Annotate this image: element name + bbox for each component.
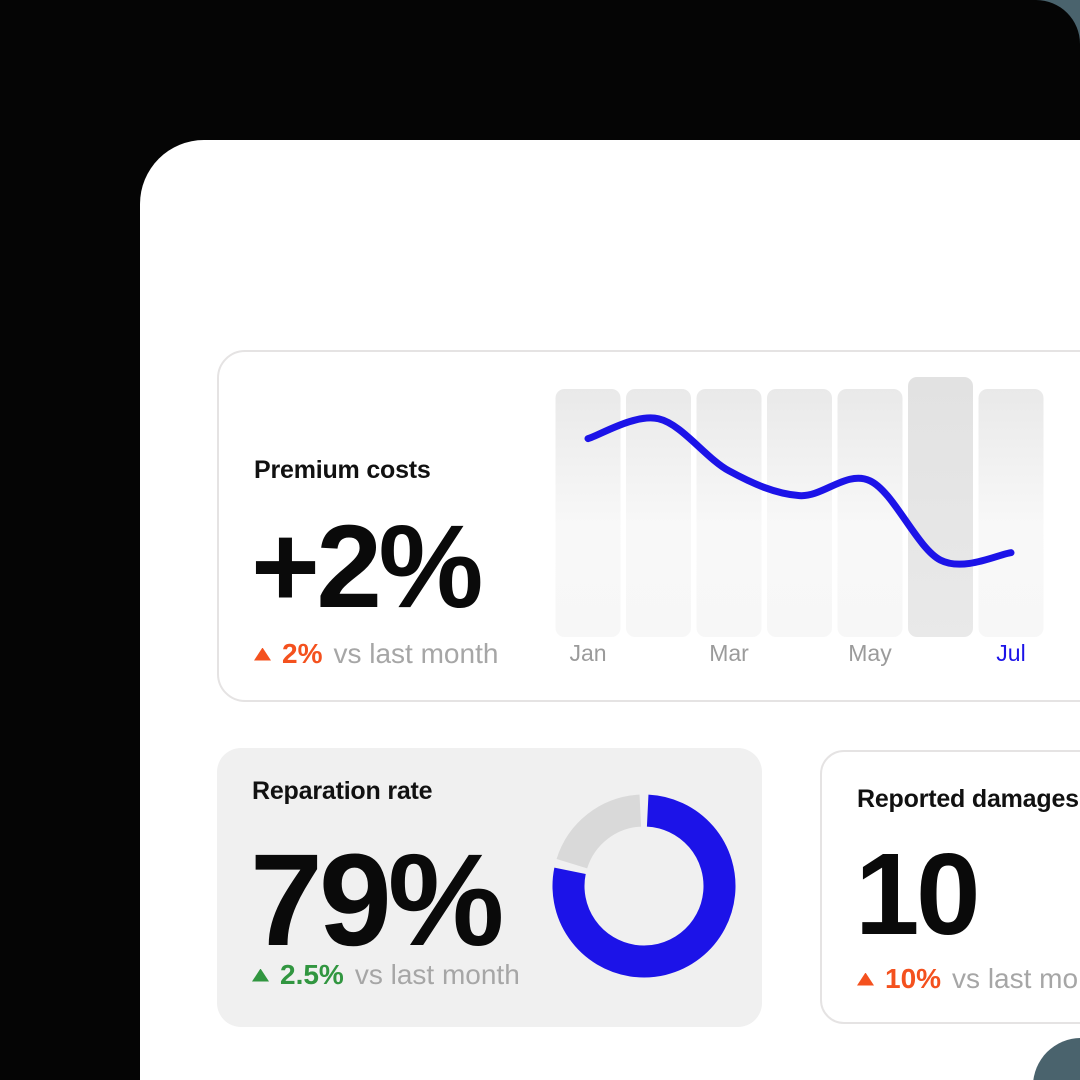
reparation-rate-value: 79% — [250, 826, 504, 973]
delta-up-icon — [252, 968, 269, 982]
delta-value: 2.5% — [280, 959, 344, 990]
premium-costs-label: Premium costs — [254, 456, 431, 484]
delta-value: 10% — [885, 963, 942, 994]
reparation-rate-delta: 2.5% vs last month — [252, 961, 520, 989]
card-reported-damages[interactable]: Reported damages 10 10% vs last month — [820, 750, 1080, 1024]
delta-value: 2% — [282, 638, 323, 669]
reported-damages-value: 10 — [855, 829, 981, 959]
delta-suffix: vs last month — [354, 959, 520, 990]
delta-suffix: vs last month — [952, 963, 1080, 994]
delta-up-icon — [857, 972, 874, 986]
delta-suffix: vs last month — [333, 638, 499, 669]
premium-costs-delta: 2% vs last month — [254, 640, 498, 668]
reported-damages-label: Reported damages — [857, 785, 1079, 813]
card-premium-costs[interactable]: Premium costs +2% 2% vs last month — [217, 350, 1080, 702]
card-reparation-rate[interactable]: Reparation rate 79% 2.5% vs last month — [217, 748, 762, 1027]
reparation-rate-label: Reparation rate — [252, 777, 433, 805]
reparation-donut-chart — [552, 794, 736, 978]
premium-costs-value: +2% — [251, 501, 483, 633]
delta-up-icon — [254, 647, 271, 661]
donut-track-segment — [556, 794, 642, 870]
donut-value-segment — [552, 794, 736, 978]
reported-damages-delta: 10% vs last month — [857, 965, 1080, 993]
